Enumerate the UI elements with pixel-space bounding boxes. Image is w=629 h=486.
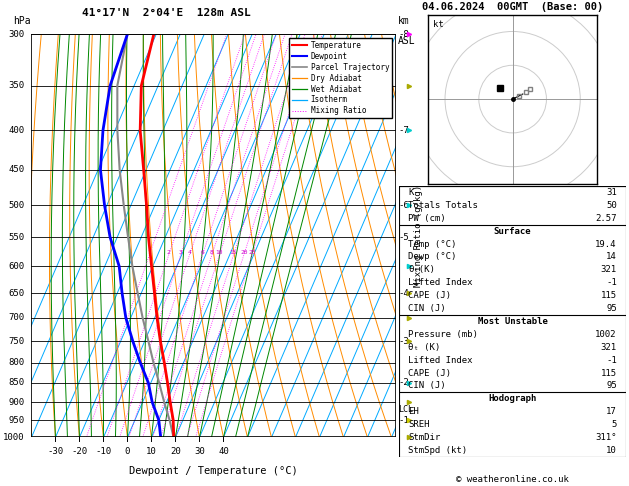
Legend: Temperature, Dewpoint, Parcel Trajectory, Dry Adiabat, Wet Adiabat, Isotherm, Mi: Temperature, Dewpoint, Parcel Trajectory… xyxy=(289,38,392,119)
Text: 400: 400 xyxy=(8,126,24,135)
Text: θₜ (K): θₜ (K) xyxy=(408,343,441,352)
Text: km: km xyxy=(398,16,410,26)
Text: 95: 95 xyxy=(606,382,617,390)
Text: -10: -10 xyxy=(96,448,111,456)
Text: 115: 115 xyxy=(601,368,617,378)
Text: 650: 650 xyxy=(8,289,24,297)
Text: StmSpd (kt): StmSpd (kt) xyxy=(408,446,467,455)
Text: hPa: hPa xyxy=(13,16,31,26)
Text: 800: 800 xyxy=(8,358,24,367)
Text: CIN (J): CIN (J) xyxy=(408,382,446,390)
Text: © weatheronline.co.uk: © weatheronline.co.uk xyxy=(456,474,569,484)
Text: Surface: Surface xyxy=(494,226,532,236)
Text: 700: 700 xyxy=(8,313,24,322)
Text: 115: 115 xyxy=(601,291,617,300)
Text: Lifted Index: Lifted Index xyxy=(408,278,473,287)
Text: 321: 321 xyxy=(601,265,617,275)
Text: 0: 0 xyxy=(125,448,130,456)
Text: 600: 600 xyxy=(8,262,24,271)
Text: 5: 5 xyxy=(611,420,617,429)
Text: CAPE (J): CAPE (J) xyxy=(408,291,452,300)
Text: 3: 3 xyxy=(179,250,182,255)
Text: 10: 10 xyxy=(606,446,617,455)
Text: 95: 95 xyxy=(606,304,617,313)
Text: 40: 40 xyxy=(218,448,229,456)
Text: 850: 850 xyxy=(8,379,24,387)
Text: 450: 450 xyxy=(8,165,24,174)
Text: SREH: SREH xyxy=(408,420,430,429)
Text: Pressure (mb): Pressure (mb) xyxy=(408,330,478,339)
Text: PW (cm): PW (cm) xyxy=(408,214,446,223)
Text: EH: EH xyxy=(408,407,419,416)
Text: -1: -1 xyxy=(606,356,617,364)
Text: 311°: 311° xyxy=(595,433,617,442)
Text: -5: -5 xyxy=(398,233,409,242)
Text: 8: 8 xyxy=(210,250,214,255)
Text: 1002: 1002 xyxy=(595,330,617,339)
Text: -6: -6 xyxy=(398,201,409,209)
Text: 30: 30 xyxy=(194,448,205,456)
Text: Dewp (°C): Dewp (°C) xyxy=(408,252,457,261)
Text: 31: 31 xyxy=(606,188,617,197)
Text: θₜ(K): θₜ(K) xyxy=(408,265,435,275)
Text: Hodograph: Hodograph xyxy=(489,394,537,403)
Text: Dewpoint / Temperature (°C): Dewpoint / Temperature (°C) xyxy=(130,466,298,476)
Text: K: K xyxy=(408,188,414,197)
Text: 25: 25 xyxy=(248,250,256,255)
Text: Most Unstable: Most Unstable xyxy=(477,317,548,326)
Text: -20: -20 xyxy=(71,448,87,456)
Text: Temp (°C): Temp (°C) xyxy=(408,240,457,248)
Text: Lifted Index: Lifted Index xyxy=(408,356,473,364)
Text: 14: 14 xyxy=(606,252,617,261)
Text: -8: -8 xyxy=(398,30,409,38)
Text: 10: 10 xyxy=(216,250,223,255)
Text: 15: 15 xyxy=(230,250,237,255)
Text: 6: 6 xyxy=(201,250,204,255)
Text: LCL: LCL xyxy=(398,405,413,414)
Text: CAPE (J): CAPE (J) xyxy=(408,368,452,378)
Text: -1: -1 xyxy=(606,278,617,287)
Text: 2: 2 xyxy=(167,250,170,255)
Text: 2.57: 2.57 xyxy=(595,214,617,223)
Text: 17: 17 xyxy=(606,407,617,416)
Text: -3: -3 xyxy=(398,336,409,346)
Text: 41°17'N  2°04'E  128m ASL: 41°17'N 2°04'E 128m ASL xyxy=(82,8,251,18)
Text: 300: 300 xyxy=(8,30,24,38)
Text: 19.4: 19.4 xyxy=(595,240,617,248)
Text: kt: kt xyxy=(433,19,444,29)
Text: ASL: ASL xyxy=(398,36,416,46)
Text: 750: 750 xyxy=(8,336,24,346)
Text: 1: 1 xyxy=(148,250,151,255)
Text: -2: -2 xyxy=(398,379,409,387)
Text: CIN (J): CIN (J) xyxy=(408,304,446,313)
Text: -30: -30 xyxy=(47,448,64,456)
Text: -1: -1 xyxy=(398,416,409,425)
Text: 20: 20 xyxy=(240,250,248,255)
Text: 4: 4 xyxy=(187,250,191,255)
Text: 50: 50 xyxy=(606,201,617,210)
Text: 1000: 1000 xyxy=(3,433,24,442)
Text: StmDir: StmDir xyxy=(408,433,441,442)
Text: 900: 900 xyxy=(8,398,24,407)
Text: Mixing Ratio (g/kg): Mixing Ratio (g/kg) xyxy=(414,185,423,287)
Text: 500: 500 xyxy=(8,201,24,209)
Text: 10: 10 xyxy=(146,448,157,456)
Text: 350: 350 xyxy=(8,81,24,90)
Text: -7: -7 xyxy=(398,126,409,135)
Text: Totals Totals: Totals Totals xyxy=(408,201,478,210)
Text: 950: 950 xyxy=(8,416,24,425)
Text: 321: 321 xyxy=(601,343,617,352)
Text: -4: -4 xyxy=(398,289,409,297)
Text: 04.06.2024  00GMT  (Base: 00): 04.06.2024 00GMT (Base: 00) xyxy=(422,2,603,12)
Text: 20: 20 xyxy=(170,448,181,456)
Text: 550: 550 xyxy=(8,233,24,242)
